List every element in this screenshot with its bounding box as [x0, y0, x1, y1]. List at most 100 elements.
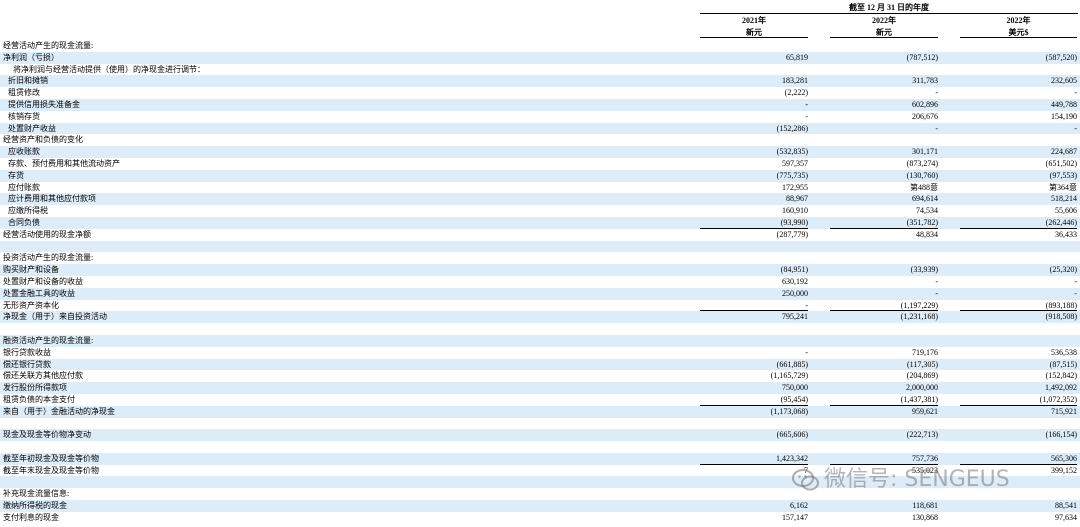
row-value-col-2: (222,713) — [906, 430, 938, 440]
subtotal-rule — [830, 463, 938, 465]
row-value-col-3: 第364意 — [1049, 182, 1077, 192]
column-currency-2: 新元 — [876, 28, 892, 37]
row-value-col-1: 630,192 — [782, 276, 808, 286]
row-value-col-1: 88,967 — [786, 194, 808, 204]
column-year-1: 2021年 — [742, 16, 766, 25]
row-label: 银行贷款收益 — [3, 347, 51, 357]
row-value-col-2: (351,782) — [906, 217, 938, 227]
row-value-col-2: 130,868 — [912, 512, 938, 522]
table-row: 处置金融工具的收益 250,000 - - — [0, 287, 1080, 300]
table-row: 处置财产收益 (152,286) - - — [0, 122, 1080, 135]
column-currency-1: 新元 — [746, 28, 762, 37]
subtotal-rule — [830, 227, 938, 229]
table-header: 截至 12 月 31 日的年度 2021年 2022年 2022年 新元 新元 … — [0, 0, 1080, 44]
row-value-col-1: (95,454) — [780, 394, 808, 404]
table-row — [0, 476, 1080, 489]
row-label: 处置财产收益 — [8, 123, 56, 133]
row-value-col-2: (873,274) — [906, 158, 938, 168]
table-row: 融资活动产生的现金流量: — [0, 334, 1080, 347]
table-row: 无形资产资本化 - (1,197,229) (893,188) — [0, 300, 1080, 312]
table-row: 存货 (775,735) (130,760) (97,553) — [0, 169, 1080, 182]
row-label: 租赁负债的本金支付 — [3, 394, 75, 404]
row-label: 处置财产和设备的收益 — [3, 276, 83, 286]
row-value-col-2: 206,676 — [912, 111, 938, 121]
row-value-col-1: 1,423,342 — [776, 453, 808, 463]
row-value-col-3: (893,188) — [1045, 300, 1077, 310]
table-row: 存款、预付费用和其他流动资产 597,357 (873,274) (651,502) — [0, 158, 1080, 170]
row-value-col-3: 518,214 — [1051, 194, 1077, 204]
table-row: 应收账款 (532,835) 301,171 224,687 — [0, 146, 1080, 158]
table-row: 补充现金流量信息: — [0, 488, 1080, 500]
table-row: 将净利润与经营活动提供（使用）的净现金进行调节： — [0, 64, 1080, 76]
table-row: 经营活动使用的现金净额 (287,779) 48,834 36,433 — [0, 229, 1080, 241]
row-value-col-1: 597,357 — [782, 158, 808, 168]
row-value-col-2: 118,681 — [912, 501, 938, 511]
row-value-col-3: (25,320) — [1049, 265, 1077, 275]
subtotal-rule — [700, 310, 808, 312]
row-value-col-3: (587,520) — [1045, 52, 1077, 62]
column-currency-3: 美元$ — [1008, 28, 1029, 37]
row-value-col-1: (2,222) — [784, 88, 808, 98]
row-value-col-3: (1,072,352) — [1039, 394, 1077, 404]
column-underline-3 — [960, 37, 1077, 38]
table-row: 经营活动产生的现金流量: — [0, 40, 1080, 52]
row-value-col-1: (1,173,068) — [770, 406, 808, 416]
row-value-col-2: (117,305) — [906, 359, 938, 369]
row-value-col-2: - — [935, 276, 938, 286]
row-value-col-3: (918,508) — [1045, 312, 1077, 322]
row-label: 偿还银行贷款 — [3, 359, 51, 369]
row-value-col-3: (97,553) — [1049, 170, 1077, 180]
row-value-col-1: (532,835) — [776, 147, 808, 157]
row-label: 租赁修改 — [8, 88, 40, 98]
column-year-2: 2022年 — [872, 16, 896, 25]
table-row: 净现金（用于）来自投资活动 795,241 (1,231,168) (918,508) — [0, 311, 1080, 324]
row-label: 处置金融工具的收益 — [3, 288, 75, 298]
row-label: 来自（用于）金融活动的净现金 — [3, 406, 115, 416]
row-value-col-3: (166,154) — [1045, 430, 1077, 440]
row-value-col-1: (93,990) — [780, 217, 808, 227]
row-value-col-3: 36,433 — [1055, 229, 1077, 239]
subtotal-rule — [830, 310, 938, 312]
header-rule — [700, 13, 1078, 14]
row-label: 融资活动产生的现金流量: — [3, 335, 94, 345]
row-value-col-3: - — [1074, 288, 1077, 298]
row-label: 应计费用和其他应付款项 — [8, 194, 96, 204]
row-value-col-3: 399,152 — [1051, 465, 1077, 475]
row-label: 净现金（用于）来自投资活动 — [3, 312, 107, 322]
table-row: 截至年初现金及现金等价物 1,423,342 757,736 565,306 — [0, 452, 1080, 465]
row-label: 经营活动使用的现金净额 — [3, 229, 91, 239]
row-value-col-1: - — [805, 99, 808, 109]
table-row: 应付账款 172,955 第488意 第364意 — [0, 182, 1080, 194]
table-row: 处置财产和设备的收益 630,192 - - — [0, 276, 1080, 288]
watermark: 微信号: SENGEUS — [792, 460, 1052, 500]
row-value-col-3: 97,634 — [1055, 512, 1077, 522]
row-value-col-1: 65,819 — [786, 52, 808, 62]
row-label: 缴纳所得税的现金 — [3, 501, 67, 511]
row-value-col-2: (1,197,229) — [900, 300, 938, 310]
row-label: 购买财产和设备 — [3, 265, 59, 275]
row-value-col-1: (775,735) — [776, 170, 808, 180]
row-label: 核销存货 — [8, 111, 40, 121]
table-row: 偿还银行贷款 (661,885) (117,305) (87,515) — [0, 358, 1080, 371]
row-value-col-1: (1,165,729) — [770, 371, 808, 381]
table-row: 合同负债 (93,990) (351,782) (262,446) — [0, 216, 1080, 229]
row-value-col-2: (1,437,381) — [900, 394, 938, 404]
table-row: 来自（用于）金融活动的净现金 (1,173,068) 959,621 715,921 — [0, 405, 1080, 418]
row-label: 应收账款 — [8, 147, 40, 157]
row-value-col-1: 172,955 — [782, 182, 808, 192]
subtotal-rule — [700, 227, 808, 229]
row-label: 截至年末现金及现金等价物 — [3, 465, 99, 475]
row-label: 偿还关联方其他应付款 — [3, 371, 83, 381]
row-value-col-3: 1,492,092 — [1045, 383, 1077, 393]
row-value-col-1: (665,606) — [776, 430, 808, 440]
watermark-text: 微信号: SENGEUS — [824, 467, 1010, 492]
row-value-col-1: 795,241 — [782, 312, 808, 322]
table-row: 发行股份所得款项 750,000 2,000,000 1,492,092 — [0, 382, 1080, 394]
row-label: 补充现金流量信息: — [3, 489, 70, 499]
column-underline-1 — [700, 37, 808, 38]
subtotal-rule — [960, 404, 1077, 406]
row-value-col-3: - — [1074, 88, 1077, 98]
table-row: 应缴所得税 160,910 74,534 55,606 — [0, 205, 1080, 217]
row-value-col-2: 535,023 — [912, 465, 938, 475]
table-row: 银行贷款收益 - 719,176 536,538 — [0, 347, 1080, 359]
